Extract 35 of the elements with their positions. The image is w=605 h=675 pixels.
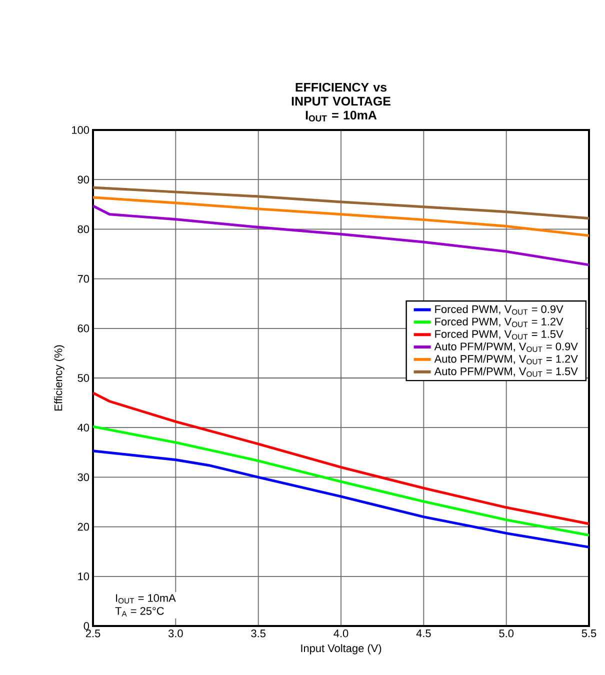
chart-subtitle: I$_{OUT}$ = 10mA (306, 110, 377, 122)
x-tick-label: 4.5 (416, 630, 431, 638)
y-tick-label: 100 (72, 126, 90, 134)
chart-title: EFFICIENCY vs INPUT VOLTAGE (292, 82, 390, 106)
y-tick-label: 60 (78, 324, 90, 332)
y-tick-label: 0 (84, 622, 90, 630)
line-series (93, 425, 590, 537)
legend-label: Auto PFM/PWM, V$_{OUT}$ = 0.9V (434, 342, 578, 352)
annotation: I$_{OUT}$ = 10mA (116, 594, 176, 604)
y-tick-label: 80 (78, 225, 90, 234)
x-tick-label: 3.5 (251, 630, 266, 638)
x-tick-label: 4.0 (334, 630, 348, 638)
legend-label: Forced PWM, V$_{OUT}$ = 1.5V (435, 330, 564, 340)
x-axis-title: Input Voltage (V) (301, 644, 382, 654)
y-tick-label: 30 (78, 473, 90, 482)
x-tick-label: 5.5 (582, 630, 596, 638)
y-tick-label: 40 (78, 424, 90, 432)
y-tick-label: 50 (78, 374, 90, 382)
y-tick-label: 10 (78, 572, 90, 580)
x-tick-label: 3.0 (168, 630, 183, 638)
y-tick-label: 20 (78, 522, 90, 531)
annotation: T$_{A}$ = 25°C (115, 607, 164, 616)
x-tick-label: 2.5 (86, 630, 100, 638)
x-tick-label: 5.0 (499, 630, 514, 638)
y-axis-title: Efficiency (%) (54, 345, 64, 410)
line-series (93, 196, 590, 237)
line-series (93, 204, 590, 266)
legend-label: Auto PFM/PWM, V$_{OUT}$ = 1.5V (434, 367, 578, 377)
y-tick-label: 70 (78, 274, 90, 283)
line-series (93, 392, 590, 526)
line-series (93, 450, 590, 548)
y-tick-label: 90 (78, 176, 90, 184)
legend-label: Forced PWM, V$_{OUT}$ = 0.9V (435, 305, 564, 315)
legend-label: Forced PWM, V$_{OUT}$ = 1.2V (435, 317, 564, 328)
legend-label: Auto PFM/PWM, V$_{OUT}$ = 1.2V (434, 354, 578, 364)
